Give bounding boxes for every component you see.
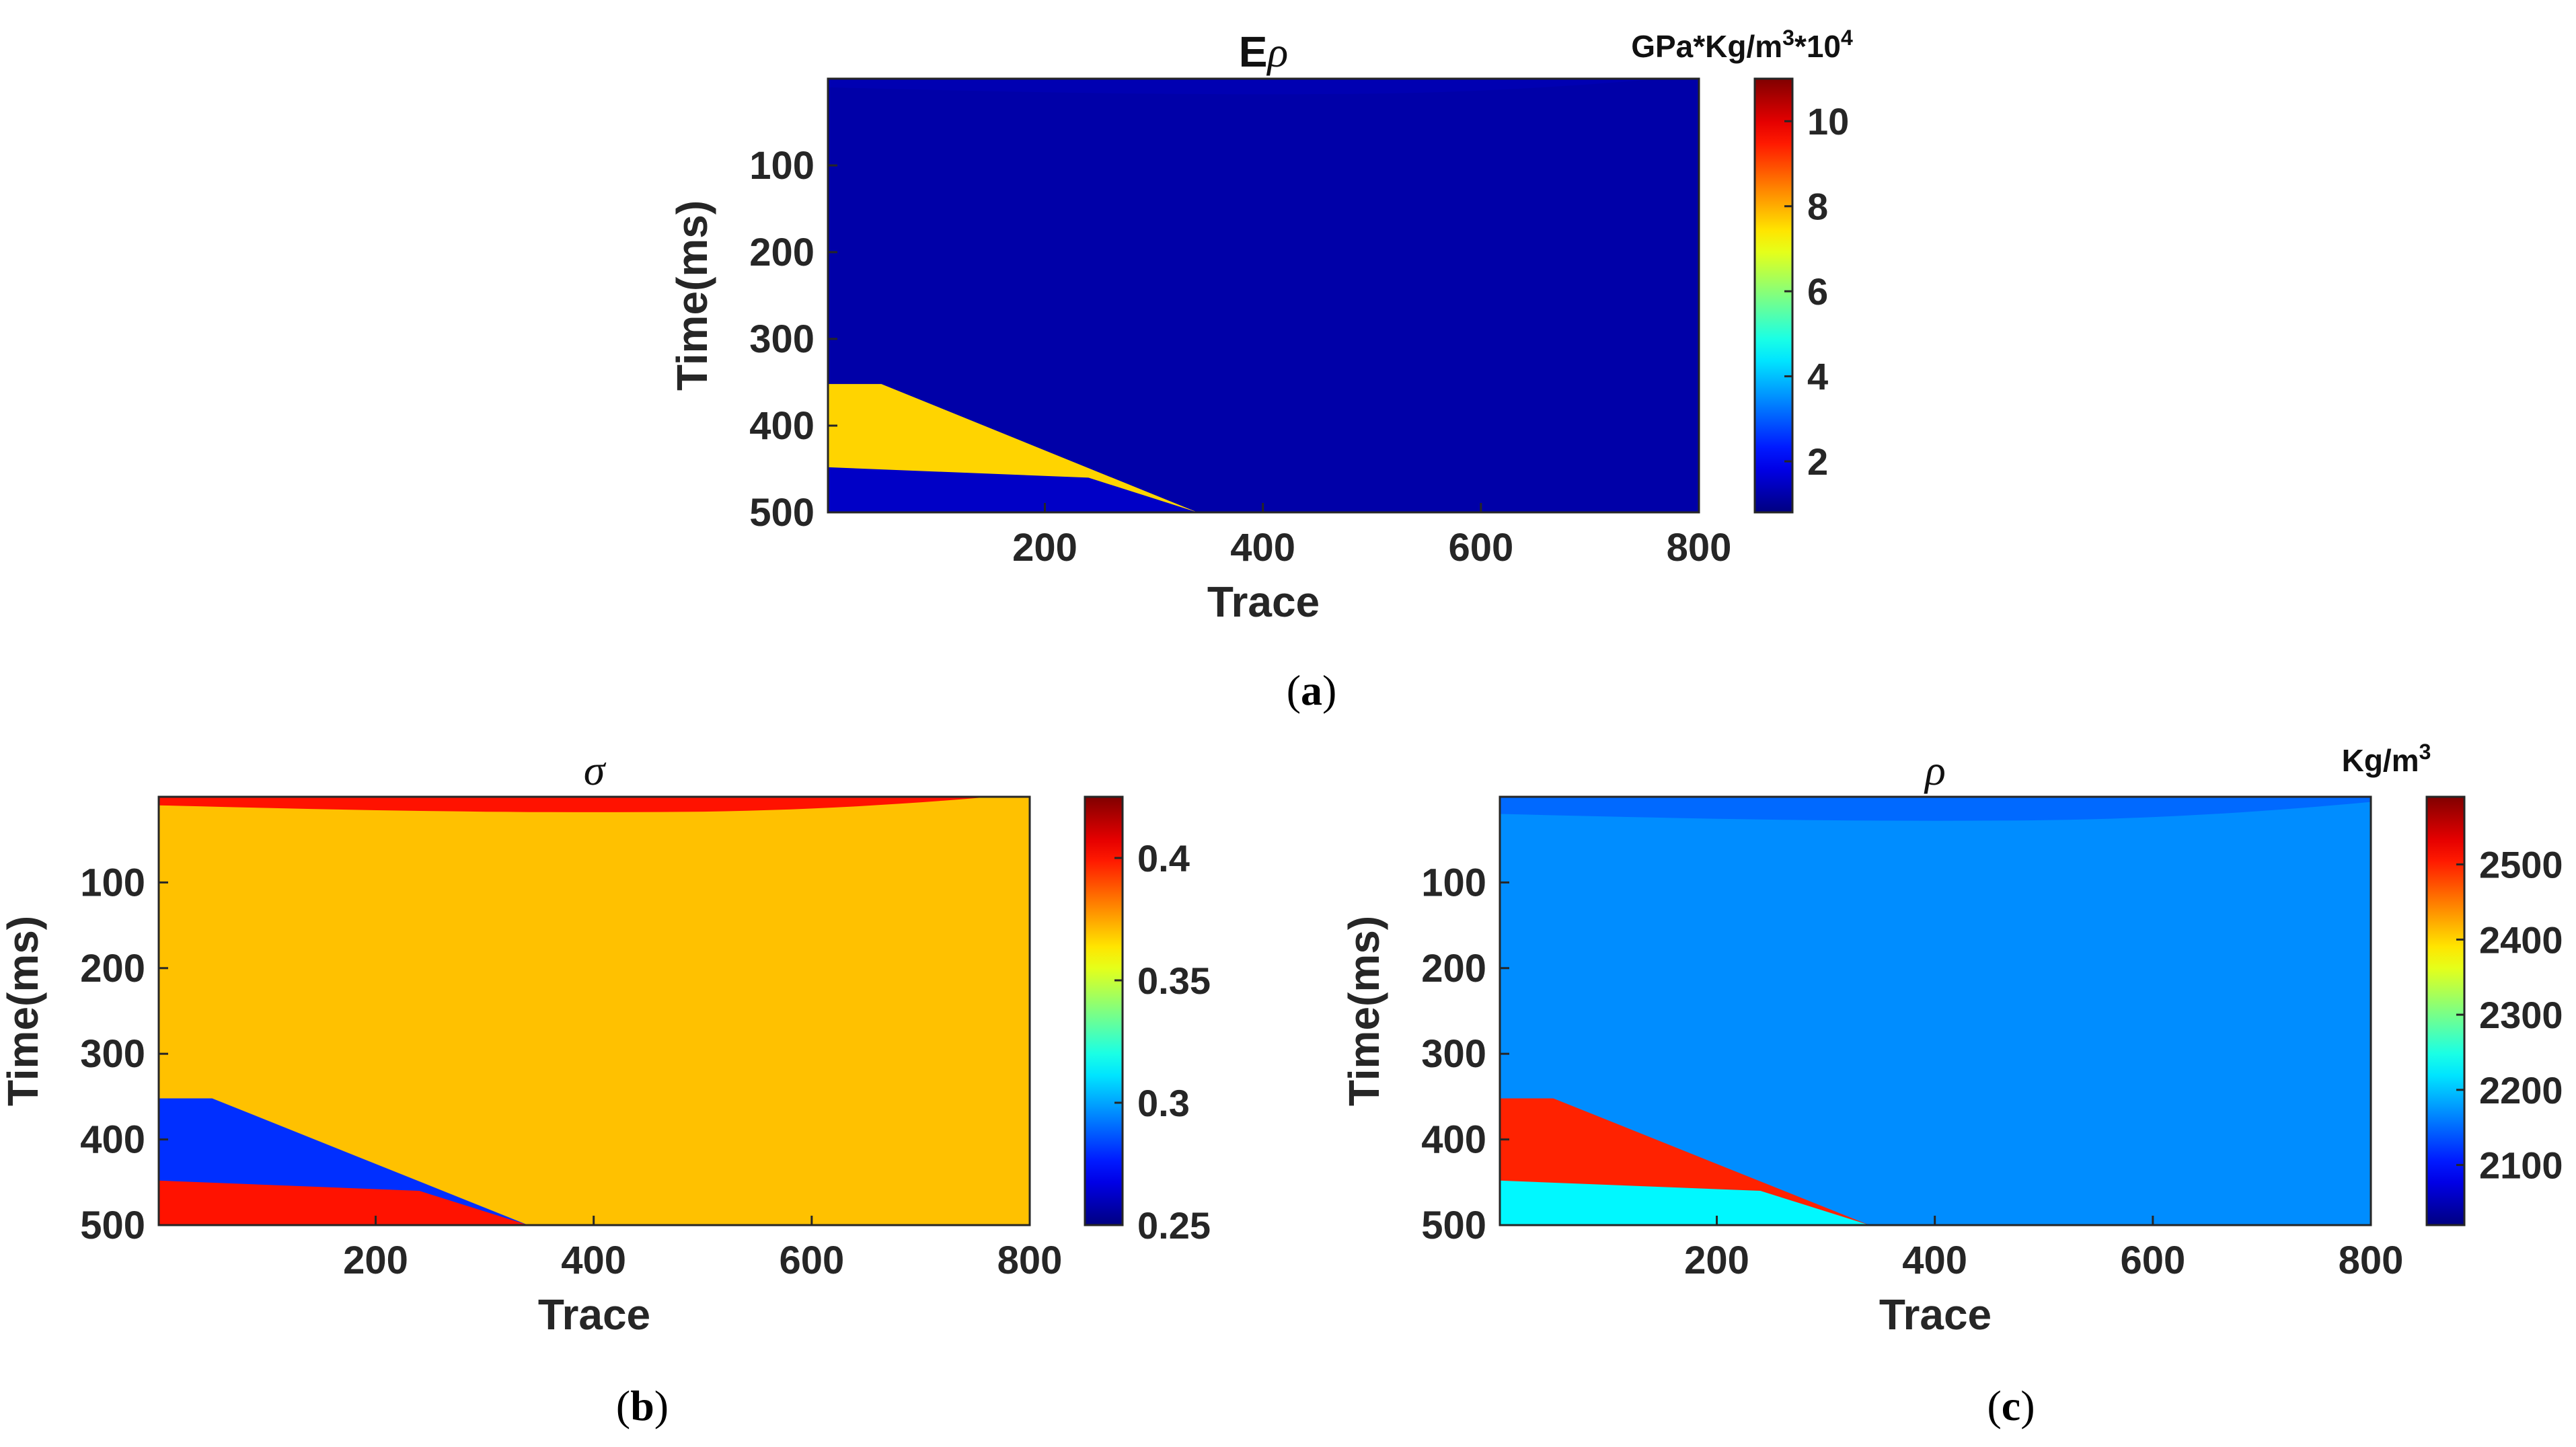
x-tick-label: 400 [561,1239,626,1282]
plot-area [159,797,1030,1225]
colorbar-unit: GPa*Kg/m3*104 [1631,26,1853,64]
y-tick-label: 100 [1421,861,1486,904]
x-tick-label: 800 [2339,1239,2404,1282]
x-tick-label: 800 [997,1239,1063,1282]
y-axis-label: Time(ms) [668,200,716,391]
colorbar-tick-label: 0.35 [1137,960,1211,1002]
colorbar: 2 4 6 8 10 GPa*Kg/m3*104 [1631,26,1853,514]
x-tick-label: 600 [779,1239,844,1282]
y-tick-label: 300 [1421,1032,1486,1076]
panel-title: ρ [1924,746,1946,794]
x-axis-label: Trace [1879,1290,1992,1339]
fault-block [1500,1180,1870,1225]
y-tick-label: 200 [1421,947,1486,990]
x-tick-label: 400 [1230,526,1295,570]
colorbar-tick-label: 8 [1807,186,1828,228]
y-tick-label: 200 [80,947,145,990]
x-tick-label: 200 [343,1239,408,1282]
y-axis-label: Time(ms) [0,916,47,1106]
x-tick-label: 400 [1902,1239,1967,1282]
y-tick-label: 100 [80,861,145,904]
colorbar-tick-label: 0.4 [1137,837,1190,879]
x-tick-label: 600 [2120,1239,2185,1282]
y-axis-label: Time(ms) [1340,916,1388,1106]
panel-caption: (a) [1287,666,1337,714]
colorbar-tick-label: 2500 [2479,844,2563,886]
x-tick-label: 200 [1684,1239,1749,1282]
y-tick-label: 400 [749,404,815,448]
panel-title: σ [584,746,607,794]
x-axis-label: Trace [1207,578,1320,626]
y-tick-label: 400 [80,1118,145,1162]
y-tick-label: 400 [1421,1118,1486,1162]
fault-block [828,467,1198,512]
colorbar-tick-label: 2300 [2479,994,2563,1036]
plot-area [828,79,1699,512]
y-tick-label: 500 [1421,1204,1486,1247]
layer-band [1500,801,2371,1225]
panel-caption: (b) [616,1382,669,1430]
colorbar-tick-label: 4 [1807,356,1828,398]
colorbar-scale [1753,77,1794,514]
colorbar-tick-label: 2100 [2479,1144,2563,1187]
colorbar-scale [2425,795,2466,1226]
y-tick-label: 500 [749,491,815,535]
colorbar: 0.25 0.3 0.35 0.4 [1084,795,1211,1247]
y-tick-label: 500 [80,1204,145,1247]
colorbar-tick-label: 6 [1807,270,1828,313]
x-axis-label: Trace [538,1290,650,1339]
panel-a: 200 400 600 800 100 200 300 400 500 Trace Time(ms)… [668,26,1853,714]
y-tick-label: 200 [749,231,815,274]
panel-caption: (c) [1987,1382,2035,1430]
x-tick-label: 800 [1667,526,1732,570]
x-tick-label: 200 [1012,526,1077,570]
colorbar: 2100 2200 2300 2400 2500 Kg/m3 [2342,740,2563,1226]
colorbar-tick-label: 0.25 [1137,1204,1211,1247]
y-tick-label: 300 [749,317,815,361]
colorbar-tick-label: 0.3 [1137,1082,1190,1124]
x-tick-label: 600 [1448,526,1513,570]
layer-band [828,79,1699,512]
colorbar-unit: Kg/m3 [2342,740,2431,778]
colorbar-tick-label: 2400 [2479,918,2563,961]
fault-block [159,1180,529,1225]
plot-area [1500,797,2371,1225]
y-tick-label: 100 [749,144,815,188]
colorbar-tick-label: 2 [1807,440,1828,483]
panel-title: Eρ [1239,28,1288,76]
panel-c: 200 400 600 800 100 200 300 400 500 Trace Time(ms)… [1340,740,2563,1430]
colorbar-tick-label: 2200 [2479,1069,2563,1111]
colorbar-scale [1084,795,1124,1226]
layer-band [159,797,1030,1225]
y-tick-label: 300 [80,1032,145,1076]
colorbar-tick-label: 10 [1807,100,1849,143]
panel-b: 200 400 600 800 100 200 300 400 500 Trace Time(ms)… [0,746,1211,1430]
